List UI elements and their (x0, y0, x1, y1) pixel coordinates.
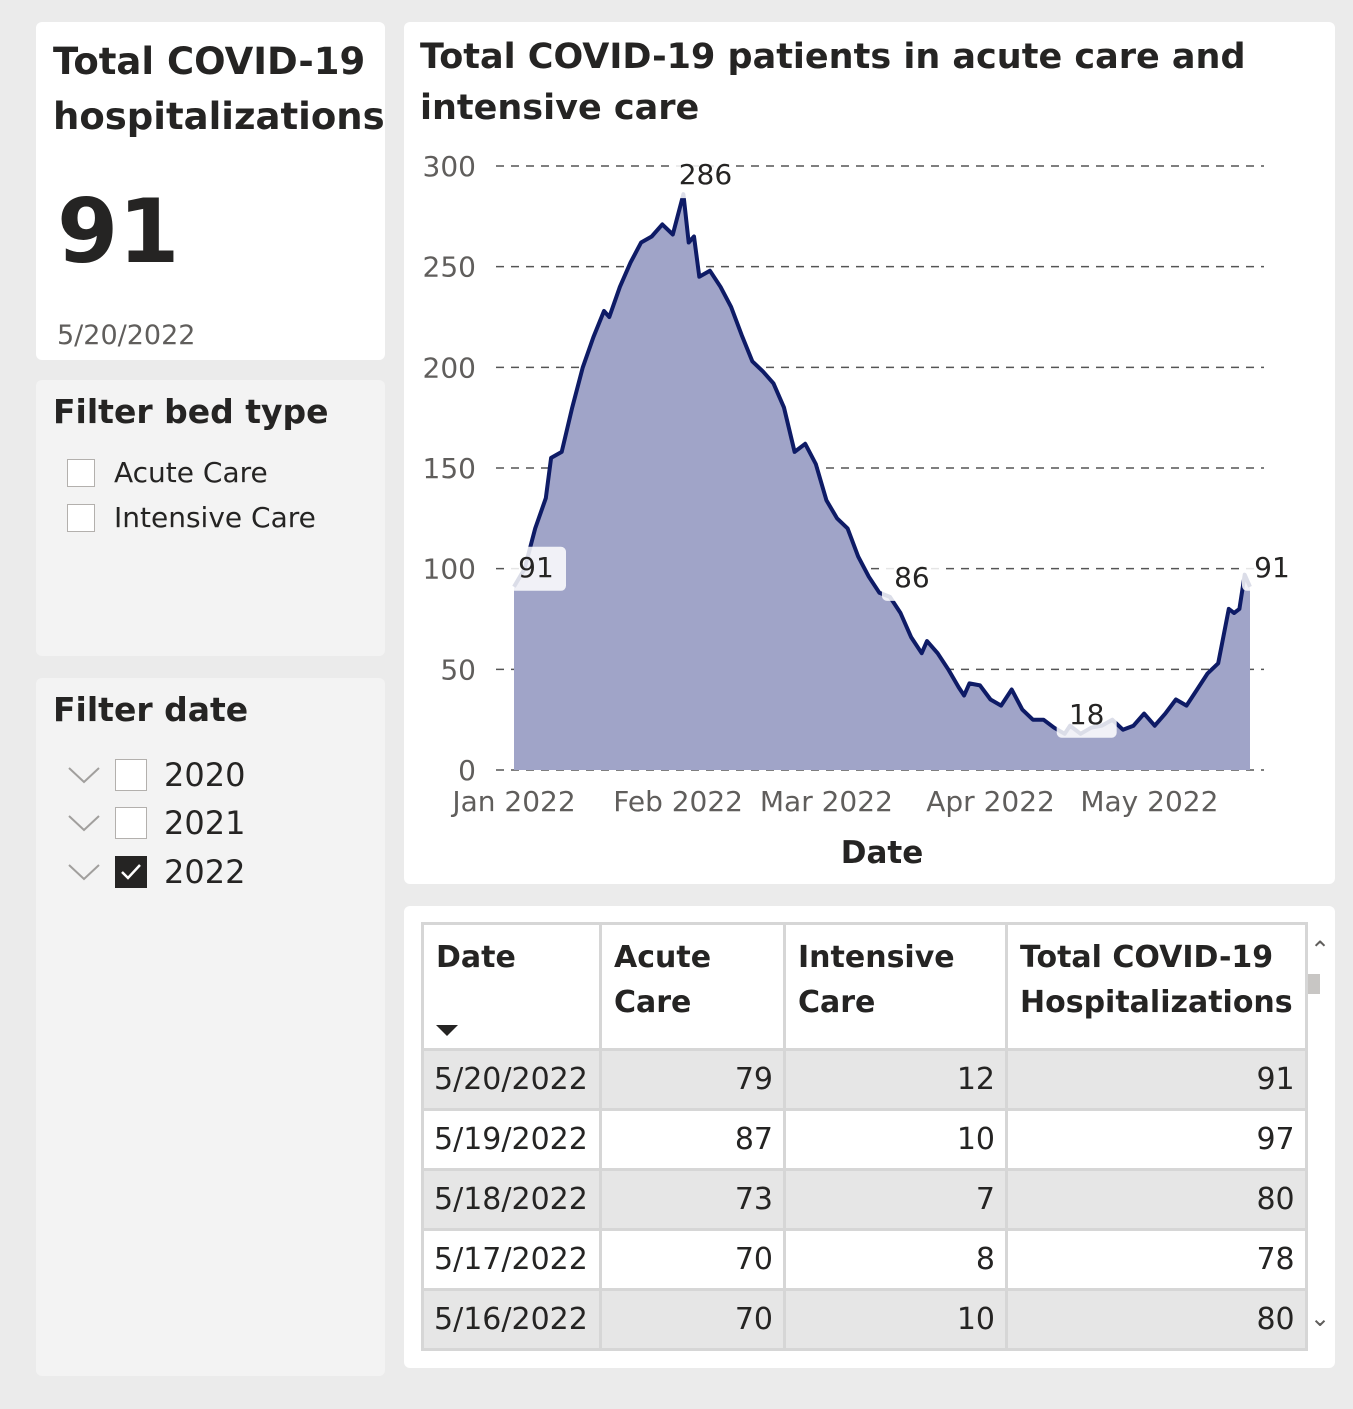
data-label-background (675, 154, 736, 199)
column-header-intensive-care[interactable]: Intensive Care (783, 922, 1008, 1051)
data-label-background (1056, 693, 1117, 738)
table-row[interactable]: 5/18/2022 73 7 80 (421, 1168, 1308, 1231)
date-option-label: 2020 (164, 756, 246, 794)
y-tick-label: 100 (423, 553, 476, 586)
column-header-total[interactable]: Total COVID-19 Hospitalizations (1005, 922, 1308, 1051)
cell-total: 97 (1005, 1108, 1308, 1171)
data-label: 91 (1254, 551, 1290, 584)
chart-title: Total COVID-19 patients in acute care an… (420, 37, 1246, 128)
data-label: 86 (894, 561, 930, 594)
cell-acute-care: 70 (599, 1288, 786, 1351)
kpi-title: Total COVID-19 hospitalizations (53, 40, 385, 138)
cell-acute-care: 70 (599, 1228, 786, 1291)
date-option-2020[interactable]: 2020 (67, 756, 245, 794)
data-label: 286 (679, 158, 732, 191)
scrollbar-thumb[interactable] (1308, 974, 1320, 994)
scroll-down-icon[interactable]: ⌄ (1310, 1304, 1331, 1332)
column-header-date[interactable]: Date (421, 922, 602, 1051)
data-label-background (506, 546, 566, 591)
cell-intensive-care: 7 (783, 1168, 1008, 1231)
checkbox-icon[interactable] (67, 458, 95, 487)
kpi-value: 91 (57, 180, 180, 283)
bed-option-acute-care[interactable]: Acute Care (67, 456, 268, 489)
cell-date: 5/19/2022 (421, 1108, 602, 1171)
table-card: Date Acute Care Intensive Care Total COV… (404, 906, 1335, 1368)
y-tick-label: 50 (440, 653, 476, 686)
data-label-background (881, 556, 942, 601)
series-area-fill (514, 194, 1250, 770)
hospitalizations-table: Date Acute Care Intensive Care Total COV… (421, 922, 1308, 1351)
checkmark-icon (121, 864, 141, 880)
column-header-label: Intensive Care (798, 940, 955, 1020)
date-option-2022[interactable]: 2022 (67, 853, 245, 891)
x-tick-label: Feb 2022 (613, 785, 743, 818)
data-label-background (1242, 546, 1302, 591)
cell-acute-care: 87 (599, 1108, 786, 1171)
cell-intensive-care: 8 (783, 1228, 1008, 1291)
y-tick-label: 150 (423, 452, 476, 485)
date-option-label: 2021 (164, 804, 246, 842)
cell-total: 91 (1005, 1048, 1308, 1111)
bed-option-intensive-care[interactable]: Intensive Care (67, 501, 316, 534)
column-header-acute-care[interactable]: Acute Care (599, 922, 786, 1051)
cell-acute-care: 79 (599, 1048, 786, 1111)
x-tick-label: Jan 2022 (450, 785, 575, 818)
chevron-down-icon[interactable] (67, 862, 101, 882)
data-labels: 91 286 86 18 91 (506, 154, 1302, 738)
series-area (512, 192, 1252, 770)
area-chart[interactable]: 0 50 100 150 200 250 300 Jan 2022 Feb 2022 Mar 2… (404, 22, 1335, 884)
y-tick-label: 250 (423, 251, 476, 284)
cell-date: 5/20/2022 (421, 1048, 602, 1111)
table-row[interactable]: 5/20/2022 79 12 91 (421, 1048, 1308, 1111)
checkbox-checked-icon[interactable] (115, 856, 147, 888)
cell-total: 80 (1005, 1168, 1308, 1231)
column-header-label: Acute Care (614, 940, 712, 1020)
date-option-2021[interactable]: 2021 (67, 804, 245, 842)
scroll-up-icon[interactable]: ⌃ (1310, 936, 1331, 964)
kpi-card: Total COVID-19 hospitalizations 91 5/20/… (36, 22, 385, 360)
data-label: 18 (1069, 698, 1105, 731)
bed-option-label: Intensive Care (114, 501, 316, 534)
cell-date: 5/16/2022 (421, 1288, 602, 1351)
y-axis: 0 50 100 150 200 250 300 (423, 150, 476, 787)
filter-bed-title: Filter bed type (53, 392, 329, 431)
chevron-down-icon[interactable] (67, 813, 101, 833)
cell-date: 5/18/2022 (421, 1168, 602, 1231)
table-row[interactable]: 5/19/2022 87 10 97 (421, 1108, 1308, 1171)
y-tick-label: 300 (423, 150, 476, 183)
column-header-label: Total COVID-19 Hospitalizations (1020, 940, 1293, 1020)
filter-date-title: Filter date (53, 690, 249, 729)
bed-option-label: Acute Care (114, 456, 268, 489)
cell-intensive-care: 10 (783, 1288, 1008, 1351)
date-option-label: 2022 (164, 853, 246, 891)
x-axis-title: Date (841, 835, 924, 871)
sort-descending-icon[interactable] (436, 1025, 458, 1036)
kpi-date: 5/20/2022 (57, 320, 196, 351)
x-axis: Jan 2022 Feb 2022 Mar 2022 Apr 2022 May 2022 (450, 785, 1218, 818)
filter-date-slicer: Filter date 2020 2021 2022 (36, 678, 385, 1376)
checkbox-icon[interactable] (67, 503, 95, 532)
table-header-row: Date Acute Care Intensive Care Total COV… (421, 922, 1308, 1051)
chart-card: 0 50 100 150 200 250 300 Jan 2022 Feb 2022 Mar 2… (404, 22, 1335, 884)
cell-date: 5/17/2022 (421, 1228, 602, 1291)
y-tick-label: 0 (458, 754, 476, 787)
cell-acute-care: 73 (599, 1168, 786, 1231)
cell-intensive-care: 12 (783, 1048, 1008, 1111)
x-tick-label: Mar 2022 (760, 785, 893, 818)
checkbox-icon[interactable] (115, 807, 147, 839)
table-row[interactable]: 5/16/2022 70 10 80 (421, 1288, 1308, 1351)
filter-bed-type-slicer: Filter bed type Acute Care Intensive Car… (36, 380, 385, 656)
table-row[interactable]: 5/17/2022 70 8 78 (421, 1228, 1308, 1291)
column-header-label: Date (436, 940, 516, 975)
cell-total: 78 (1005, 1228, 1308, 1291)
x-tick-label: May 2022 (1080, 785, 1218, 818)
chevron-down-icon[interactable] (67, 765, 101, 785)
data-label: 91 (518, 551, 554, 584)
cell-total: 80 (1005, 1288, 1308, 1351)
checkbox-icon[interactable] (115, 759, 147, 791)
x-tick-label: Apr 2022 (926, 785, 1055, 818)
cell-intensive-care: 10 (783, 1108, 1008, 1171)
y-tick-label: 200 (423, 351, 476, 384)
